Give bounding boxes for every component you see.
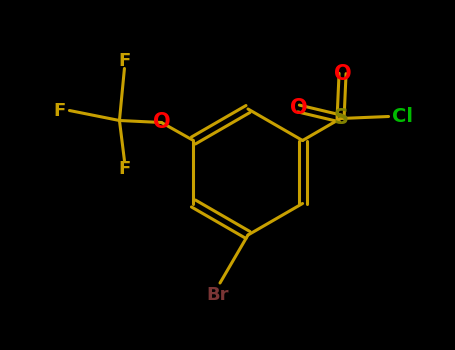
- Text: F: F: [53, 102, 66, 119]
- Text: Cl: Cl: [392, 107, 413, 126]
- Text: O: O: [334, 63, 351, 84]
- Text: O: O: [290, 98, 308, 119]
- Text: Br: Br: [207, 286, 229, 304]
- Text: F: F: [118, 160, 131, 177]
- Text: S: S: [333, 108, 348, 128]
- Text: F: F: [118, 51, 131, 70]
- Text: O: O: [152, 112, 170, 133]
